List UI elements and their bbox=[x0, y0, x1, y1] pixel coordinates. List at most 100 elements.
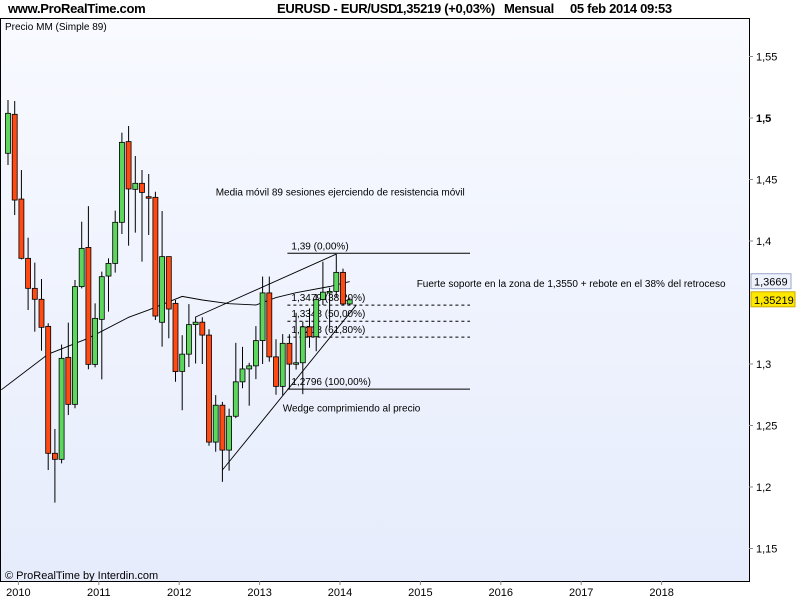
candle-body bbox=[259, 292, 266, 342]
candle-body bbox=[139, 182, 145, 193]
instrument-name: EURUSD - EUR/USD bbox=[277, 1, 398, 16]
candle-body bbox=[105, 262, 112, 277]
candle-body bbox=[18, 198, 25, 259]
candle bbox=[112, 210, 119, 273]
candle-body bbox=[293, 362, 300, 365]
candle-body bbox=[232, 381, 239, 417]
candle-body bbox=[346, 299, 353, 305]
fibonacci-retracement: 1,39 (0,00%) 1,3479 (38,20%) 1,3348 (50,00… bbox=[287, 241, 470, 390]
candle bbox=[52, 428, 58, 503]
candle-body bbox=[239, 368, 246, 383]
candle bbox=[139, 170, 145, 262]
y-tick-label: 1,55 bbox=[756, 52, 777, 64]
candle bbox=[259, 276, 266, 364]
x-axis: 2010 2011 2012 2013 2014 2015 2016 2017 2018 bbox=[6, 581, 674, 599]
candle bbox=[232, 342, 239, 419]
candle-body bbox=[219, 404, 226, 451]
candle-body bbox=[206, 334, 212, 443]
candle bbox=[192, 316, 199, 364]
candle-body bbox=[299, 326, 306, 364]
annotation-text: Media móvil 89 sesiones ejerciendo de re… bbox=[216, 187, 465, 198]
candle-body bbox=[252, 340, 259, 367]
candle bbox=[206, 329, 212, 446]
candle-body bbox=[306, 326, 313, 338]
candle bbox=[239, 346, 246, 389]
x-tick-label: 2011 bbox=[87, 587, 111, 599]
candle-body bbox=[159, 256, 166, 323]
candle-body bbox=[31, 287, 38, 300]
candle bbox=[333, 254, 340, 298]
candle-body bbox=[212, 404, 219, 443]
y-tick-label: 1,5 bbox=[756, 113, 771, 125]
candle-body bbox=[25, 257, 32, 289]
candle bbox=[179, 335, 186, 411]
candle-body bbox=[132, 182, 139, 190]
candle bbox=[185, 304, 192, 368]
panel-label: Precio MM (Simple 89) bbox=[5, 22, 107, 33]
candle-body bbox=[125, 141, 132, 190]
candle-body bbox=[273, 356, 279, 387]
last-price: 1,35219 (+0,03%) bbox=[396, 1, 495, 16]
candle bbox=[38, 279, 45, 351]
candle-body bbox=[58, 357, 65, 460]
x-tick-label: 2017 bbox=[569, 587, 593, 599]
candle bbox=[299, 321, 306, 395]
candle bbox=[293, 312, 300, 370]
last-price-tag bbox=[750, 291, 796, 308]
x-tick-label: 2010 bbox=[6, 587, 30, 599]
x-tick-label: 2018 bbox=[649, 587, 673, 599]
candle bbox=[145, 173, 152, 235]
candle-body bbox=[85, 246, 92, 365]
candle-body bbox=[246, 365, 253, 370]
candle bbox=[25, 237, 32, 311]
candle-body bbox=[165, 256, 172, 310]
candle-body bbox=[313, 299, 320, 338]
candle-body bbox=[326, 291, 333, 294]
fib-level-label: 1,3479 (38,20%) bbox=[291, 293, 365, 304]
fib-level-label: 1,3348 (50,00%) bbox=[291, 309, 365, 320]
candle bbox=[172, 300, 179, 382]
candle bbox=[346, 297, 353, 306]
x-tick-label: 2012 bbox=[167, 587, 191, 599]
candle-body bbox=[172, 302, 179, 373]
candle bbox=[152, 191, 159, 320]
candle bbox=[313, 294, 320, 352]
x-tick-label: 2016 bbox=[489, 587, 513, 599]
fib-level-label: 1,39 (0,00%) bbox=[291, 241, 348, 252]
candle bbox=[212, 395, 219, 452]
y-tick-label: 1,2 bbox=[756, 482, 771, 494]
candle bbox=[219, 401, 226, 482]
candle bbox=[266, 276, 273, 362]
candle-body bbox=[152, 196, 159, 317]
candle-body bbox=[286, 342, 293, 365]
candle-body bbox=[192, 321, 199, 326]
candle bbox=[246, 362, 253, 406]
candle-body bbox=[98, 276, 105, 320]
x-tick-label: 2014 bbox=[328, 587, 352, 599]
candle bbox=[72, 279, 78, 409]
candle-body bbox=[185, 324, 192, 355]
candle bbox=[58, 344, 65, 464]
candle-body bbox=[45, 325, 52, 454]
candle bbox=[92, 303, 98, 368]
candle bbox=[11, 101, 18, 216]
ma-price-tag bbox=[750, 273, 792, 290]
candle bbox=[326, 287, 333, 328]
candle-body bbox=[65, 356, 72, 405]
candle bbox=[119, 132, 125, 234]
fib-level-label: 1,2796 (100,00%) bbox=[291, 377, 371, 388]
candle-body bbox=[52, 452, 58, 460]
candle-body bbox=[38, 298, 45, 328]
y-axis: 1,15 1,2 1,25 1,3 1,4 1,45 1,5 1,55 bbox=[749, 52, 777, 556]
candle-body bbox=[92, 317, 98, 365]
fib-level-label: 1,3218 (61,80%) bbox=[291, 325, 365, 336]
y-tick-label: 1,15 bbox=[756, 544, 777, 556]
candle bbox=[252, 326, 259, 380]
candle bbox=[286, 334, 293, 390]
plot-area bbox=[0, 18, 750, 582]
y-tick-label: 1,3 bbox=[756, 359, 771, 371]
candle-body bbox=[333, 271, 340, 292]
candle bbox=[273, 339, 279, 395]
annotation-text: Wedge comprimiendo al precio bbox=[283, 403, 421, 414]
